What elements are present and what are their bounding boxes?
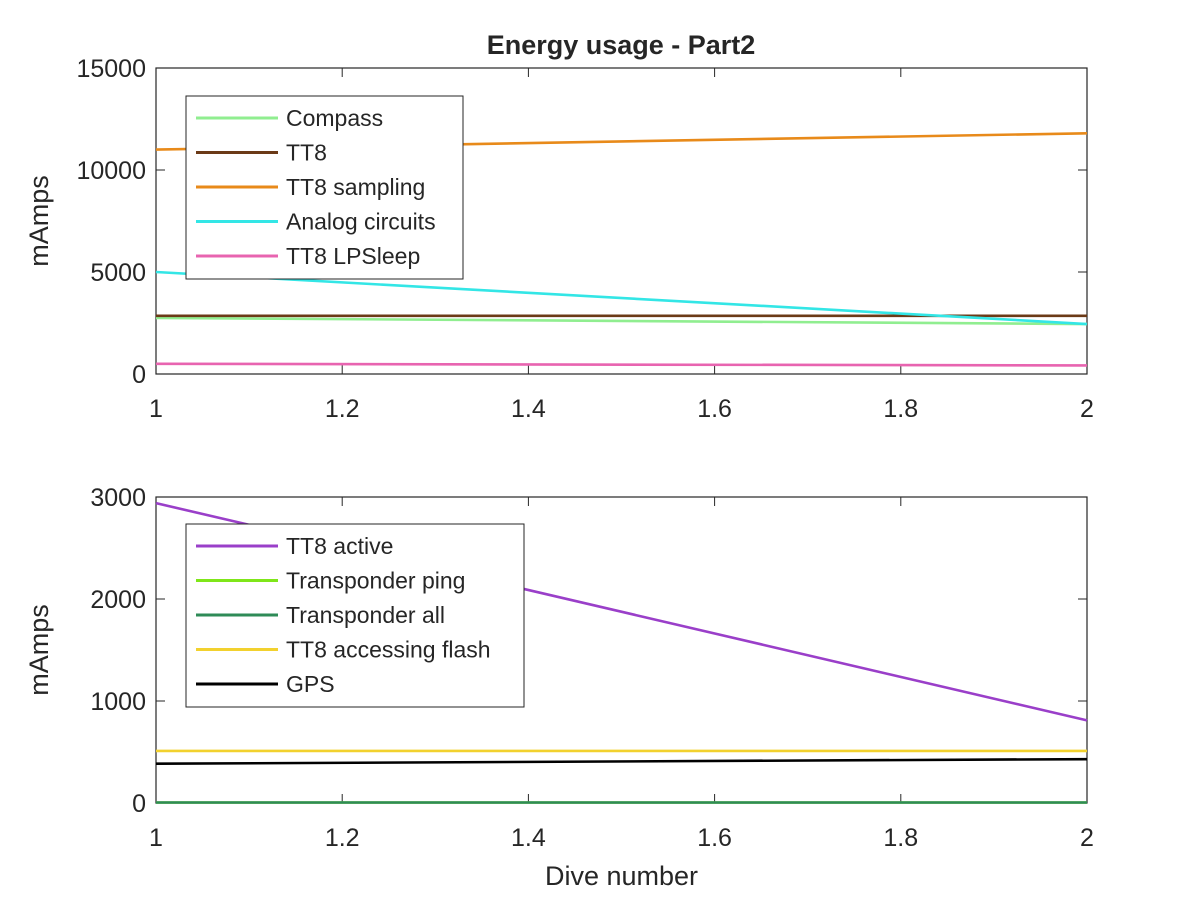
y-tick-label: 1000: [90, 688, 146, 716]
legend-label: Analog circuits: [286, 209, 436, 235]
series-line-3: [155, 270, 1088, 326]
legend-label: Transponder ping: [286, 568, 465, 594]
x-tick-label: 2: [1080, 395, 1094, 423]
y-tick-label: 10000: [76, 157, 146, 185]
top-panel: 1 1.2 1.4 1.6 1.8 2 0 5000 10000 15000 mAmps Compas…: [24, 55, 1094, 423]
y-axis-label: mAmps: [24, 604, 54, 696]
x-tick-label: 1.2: [325, 824, 360, 852]
legend-label: TT8 active: [286, 533, 393, 559]
x-tick-label: 1.8: [883, 824, 918, 852]
series-line-0: [155, 316, 1088, 326]
chart-title: Energy usage - Part2: [487, 30, 756, 60]
x-tick-label: 2: [1080, 824, 1094, 852]
y-tick-label: 5000: [90, 259, 146, 287]
x-tick-label: 1.2: [325, 395, 360, 423]
x-axis-label: Dive number: [545, 861, 698, 891]
y-tick-label: 2000: [90, 586, 146, 614]
x-tick-label: 1.4: [511, 395, 546, 423]
series-line-4: [155, 362, 1088, 367]
legend-label: TT8 LPSleep: [286, 243, 420, 269]
bottom-panel: 1 1.2 1.4 1.6 1.8 2 0 1000 2000 3000 mAmps Dive num…: [24, 484, 1094, 891]
y-axis-label: mAmps: [24, 175, 54, 267]
legend-box: [185, 523, 525, 708]
x-tick-label: 1: [149, 824, 163, 852]
legend-label: Transponder all: [286, 602, 445, 628]
x-tick-label: 1.6: [697, 395, 732, 423]
legend-label: TT8 accessing flash: [286, 637, 491, 663]
y-tick-label: 0: [132, 361, 146, 389]
legend-label: GPS: [286, 671, 335, 697]
x-tick-label: 1.4: [511, 824, 546, 852]
x-tick-label: 1.6: [697, 824, 732, 852]
y-tick-label: 3000: [90, 484, 146, 512]
legend-label: Compass: [286, 105, 383, 131]
y-tick-label: 15000: [76, 55, 146, 83]
x-tick-label: 1.8: [883, 395, 918, 423]
legend-label: TT8: [286, 140, 327, 166]
y-tick-label: 0: [132, 790, 146, 818]
x-tick-label: 1: [149, 395, 163, 423]
legend-label: TT8 sampling: [286, 174, 425, 200]
series-line-4: [155, 757, 1088, 766]
